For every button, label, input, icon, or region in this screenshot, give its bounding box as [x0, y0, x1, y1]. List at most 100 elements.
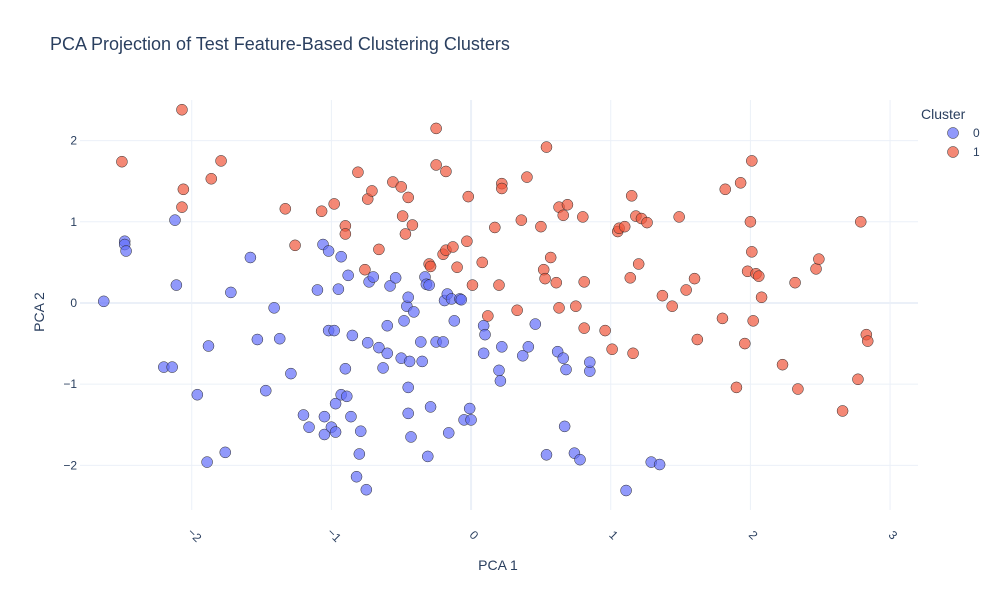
- data-point-cluster-0: [558, 420, 571, 433]
- data-point-cluster-0: [373, 341, 385, 354]
- y-tick-label: 2: [70, 134, 77, 148]
- data-point-cluster-0: [405, 431, 417, 443]
- y-axis-title: PCA 2: [31, 292, 47, 332]
- y-tick-label: −2: [63, 458, 77, 472]
- data-point-cluster-0: [408, 306, 420, 318]
- data-point-cluster-0: [422, 450, 434, 463]
- data-point-cluster-1: [535, 220, 547, 233]
- data-point-cluster-0: [335, 250, 347, 263]
- data-point-cluster-1: [424, 260, 437, 273]
- data-point-cluster-0: [479, 328, 491, 341]
- data-point-cluster-1: [734, 177, 747, 189]
- data-point-cluster-0: [303, 421, 315, 433]
- data-point-cluster-1: [656, 289, 669, 302]
- data-point-cluster-0: [191, 388, 204, 401]
- data-point-cluster-0: [584, 356, 596, 368]
- legend-marker-cluster-0[interactable]: [947, 127, 959, 139]
- data-point-cluster-1: [744, 216, 757, 228]
- data-point-cluster-1: [625, 190, 638, 202]
- legend-title: Cluster: [921, 106, 966, 122]
- data-point-cluster-0: [424, 401, 437, 413]
- data-point-cluster-0: [322, 245, 335, 257]
- data-point-cluster-0: [169, 214, 181, 226]
- data-point-cluster-0: [442, 427, 455, 439]
- data-point-cluster-0: [360, 483, 373, 496]
- data-point-cluster-0: [381, 347, 394, 360]
- data-point-cluster-0: [361, 337, 374, 349]
- data-point-cluster-0: [381, 319, 394, 332]
- data-point-cluster-0: [557, 352, 569, 364]
- data-point-cluster-1: [776, 358, 789, 371]
- data-point-cluster-1: [618, 220, 631, 233]
- data-point-cluster-1: [755, 291, 768, 304]
- y-tick-label: −1: [63, 377, 77, 391]
- data-point-cluster-0: [448, 315, 461, 327]
- data-point-cluster-0: [332, 283, 345, 295]
- data-point-cluster-0: [318, 428, 331, 441]
- data-point-cluster-1: [177, 183, 190, 196]
- data-point-cluster-0: [311, 284, 324, 296]
- data-point-cluster-1: [836, 405, 849, 417]
- data-point-cluster-0: [415, 336, 427, 348]
- data-point-cluster-0: [219, 446, 232, 459]
- data-point-cluster-0: [342, 269, 354, 282]
- legend-label-cluster-0[interactable]: 0: [973, 126, 980, 140]
- data-point-cluster-0: [402, 407, 414, 420]
- data-point-cluster-1: [739, 337, 751, 350]
- data-point-cluster-0: [251, 333, 264, 346]
- data-point-cluster-1: [521, 171, 533, 183]
- x-tick-label: −2: [185, 525, 205, 545]
- data-point-cluster-1: [440, 165, 452, 178]
- data-point-cluster-1: [673, 211, 685, 223]
- x-tick-label: 2: [746, 528, 761, 543]
- data-point-cluster-0: [354, 425, 367, 437]
- data-point-cluster-1: [289, 239, 301, 252]
- data-point-cluster-1: [176, 201, 188, 213]
- data-point-cluster-1: [451, 261, 463, 273]
- data-point-cluster-1: [792, 383, 804, 395]
- data-point-cluster-1: [515, 214, 528, 226]
- x-tick-label: −1: [324, 525, 344, 545]
- data-point-cluster-0: [225, 286, 237, 299]
- legend-label-cluster-1[interactable]: 1: [973, 145, 980, 159]
- data-point-cluster-1: [632, 258, 645, 270]
- data-point-cluster-1: [746, 246, 758, 258]
- data-point-cluster-0: [268, 302, 280, 314]
- y-tick-label: 0: [70, 296, 77, 310]
- data-point-cluster-1: [359, 263, 371, 276]
- data-point-cluster-1: [561, 198, 574, 211]
- data-point-cluster-1: [852, 373, 864, 386]
- data-point-cluster-0: [574, 453, 586, 466]
- data-point-cluster-0: [97, 295, 110, 308]
- data-point-cluster-1: [482, 310, 494, 322]
- data-point-cluster-1: [430, 159, 442, 171]
- data-point-cluster-1: [578, 322, 590, 334]
- data-point-cluster-1: [570, 300, 582, 312]
- data-point-cluster-1: [205, 173, 218, 185]
- data-point-cluster-0: [318, 410, 331, 423]
- data-point-cluster-1: [606, 343, 618, 355]
- data-point-cluster-1: [810, 263, 822, 275]
- data-point-cluster-1: [627, 347, 639, 360]
- data-point-cluster-1: [540, 141, 553, 153]
- points-layer: [97, 103, 874, 497]
- data-point-cluster-0: [350, 470, 363, 483]
- legend-marker-cluster-1[interactable]: [947, 146, 959, 158]
- data-point-cluster-1: [813, 253, 825, 265]
- data-point-cluster-1: [641, 216, 653, 229]
- data-point-cluster-1: [496, 182, 508, 195]
- data-point-cluster-0: [423, 279, 435, 291]
- data-point-cluster-1: [462, 190, 475, 203]
- data-point-cluster-0: [367, 271, 380, 283]
- data-point-cluster-0: [477, 347, 490, 360]
- legend: Cluster 0 1: [921, 106, 980, 159]
- data-point-cluster-1: [557, 209, 569, 222]
- data-point-cluster-0: [540, 449, 553, 461]
- x-tick-label: 3: [886, 528, 901, 543]
- data-point-cluster-0: [522, 341, 535, 353]
- data-point-cluster-1: [489, 221, 501, 234]
- data-point-cluster-0: [416, 355, 428, 368]
- data-point-cluster-1: [366, 185, 378, 197]
- data-point-cluster-1: [511, 304, 523, 317]
- data-point-cluster-0: [329, 426, 342, 438]
